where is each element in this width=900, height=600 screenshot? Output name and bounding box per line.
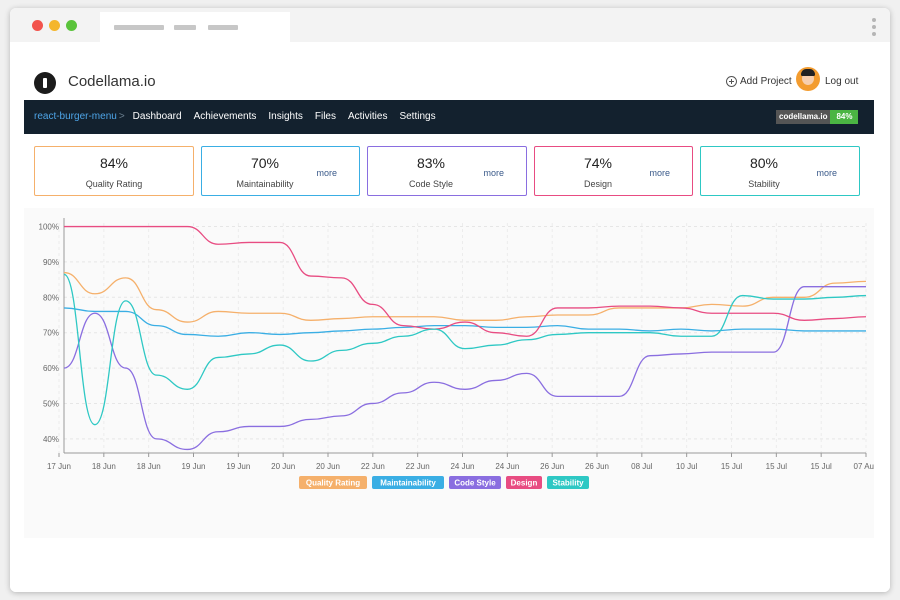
x-tick-label: 24 Jun (450, 462, 474, 471)
card-quality-rating: 84% Quality Rating (34, 146, 194, 196)
series-line-maintainability (63, 307, 866, 337)
legend-item (372, 476, 444, 489)
x-tick-label: 15 Jul (766, 462, 788, 471)
x-tick-label: 15 Jul (721, 462, 743, 471)
y-tick-label: 80% (43, 293, 59, 302)
legend-label: Stability (552, 479, 584, 488)
legend-label: Quality Rating (306, 479, 360, 488)
y-tick-label: 50% (43, 399, 59, 408)
breadcrumb-separator: > (118, 111, 125, 122)
browser-tab[interactable] (100, 12, 290, 42)
tab-title-placeholder (114, 25, 164, 30)
y-tick-label: 90% (43, 258, 59, 267)
breadcrumb-project: react-burger-menu (34, 111, 117, 122)
nav-activities[interactable]: Activities (347, 111, 388, 122)
card-label: Code Style (408, 179, 454, 189)
avatar[interactable] (796, 67, 820, 91)
tab-title-placeholder (174, 25, 196, 30)
nav-items: react-burger-menu > Dashboard Achievement… (34, 111, 448, 122)
x-tick-label: 26 Jun (540, 462, 564, 471)
nav-files[interactable]: Files (314, 111, 336, 122)
breadcrumb[interactable]: react-burger-menu > (34, 111, 125, 122)
card-value: 70% (250, 155, 280, 171)
x-tick-label: 18 Jun (92, 462, 116, 471)
y-tick-label: 60% (43, 364, 59, 373)
status-badge: codellama.io 84% (776, 110, 859, 124)
legend-label: Code Style (454, 479, 496, 488)
x-tick-label: 26 Jun (585, 462, 609, 471)
series-line-stability (63, 273, 867, 426)
card-label: Stability (748, 179, 780, 189)
y-tick-label: 100% (39, 223, 59, 232)
x-tick-label: 20 Jun (316, 462, 340, 471)
legend-item (299, 476, 367, 489)
plus-circle-icon (726, 76, 737, 87)
y-tick-label: 40% (43, 435, 59, 444)
card-value: 83% (416, 155, 446, 171)
nav-insights[interactable]: Insights (268, 111, 303, 122)
x-tick-label: 08 Jul (631, 462, 653, 471)
nav-settings[interactable]: Settings (399, 111, 436, 122)
browser-chrome (10, 8, 890, 42)
x-tick-label: 17 Jun (47, 462, 71, 471)
card-code-style: 83% Code Style more (367, 146, 527, 196)
brand-name[interactable]: Codellama.io (68, 73, 156, 90)
logo-icon[interactable] (34, 72, 56, 94)
browser-window: Codellama.io Add Project Log out react-b… (10, 8, 890, 592)
browser-menu-icon[interactable] (872, 18, 876, 39)
avatar-hair (801, 69, 815, 76)
x-tick-label: 24 Jun (495, 462, 519, 471)
card-value: 74% (583, 155, 613, 171)
series-line-design (63, 225, 867, 337)
nav-achievements[interactable]: Achievements (193, 111, 257, 122)
x-tick-label: 20 Jun (271, 462, 295, 471)
legend-label: Maintainability (380, 479, 436, 488)
more-link[interactable]: more (316, 168, 337, 178)
card-label: Design (583, 179, 612, 189)
chart-panel: 40% 50% 60% 70% 80% 90% 100% 17 Jun 18 Jun 18 Jun… (24, 208, 878, 538)
x-tick-label: 22 Jun (406, 462, 430, 471)
minimize-window-button[interactable] (49, 20, 60, 31)
page-content: Codellama.io Add Project Log out react-b… (10, 42, 890, 592)
x-tick-label: 22 Jun (361, 462, 385, 471)
maximize-window-button[interactable] (66, 20, 77, 31)
card-design: 74% Design more (534, 146, 693, 196)
card-label: Quality Rating (85, 179, 143, 189)
card-value: 84% (99, 155, 129, 171)
nav-dashboard[interactable]: Dashboard (132, 111, 182, 122)
x-tick-label: 19 Jun (181, 462, 205, 471)
legend-item (506, 476, 542, 489)
nav-bar: react-burger-menu > Dashboard Achievement… (24, 100, 874, 134)
card-stability: 80% Stability more (700, 146, 860, 196)
more-link[interactable]: more (483, 168, 504, 178)
badge-value: 84% (830, 110, 859, 124)
x-tick-label: 15 Jul (810, 462, 832, 471)
y-tick-label: 70% (43, 329, 59, 338)
add-project-label: Add Project (740, 76, 792, 87)
series-line-code-style (63, 286, 866, 451)
series-line-quality-rating (63, 271, 867, 323)
logout-link[interactable]: Log out (825, 76, 859, 87)
more-link[interactable]: more (816, 168, 837, 178)
more-link[interactable]: more (649, 168, 670, 178)
legend-label: Design (511, 479, 538, 488)
x-tick-label: 07 Aug (854, 462, 874, 471)
x-tick-label: 19 Jun (226, 462, 250, 471)
tab-title-placeholder (208, 25, 238, 30)
card-value: 80% (749, 155, 779, 171)
close-window-button[interactable] (32, 20, 43, 31)
card-maintainability: 70% Maintainability more (201, 146, 360, 196)
line-chart: 40% 50% 60% 70% 80% 90% 100% 17 Jun 18 Jun 18 Jun… (39, 218, 878, 489)
add-project-button[interactable]: Add Project (726, 76, 792, 87)
legend-item (547, 476, 589, 489)
x-tick-label: 10 Jul (676, 462, 698, 471)
card-label: Maintainability (236, 179, 294, 189)
x-tick-label: 18 Jun (137, 462, 161, 471)
badge-label: codellama.io (776, 110, 831, 124)
legend-item (449, 476, 501, 489)
